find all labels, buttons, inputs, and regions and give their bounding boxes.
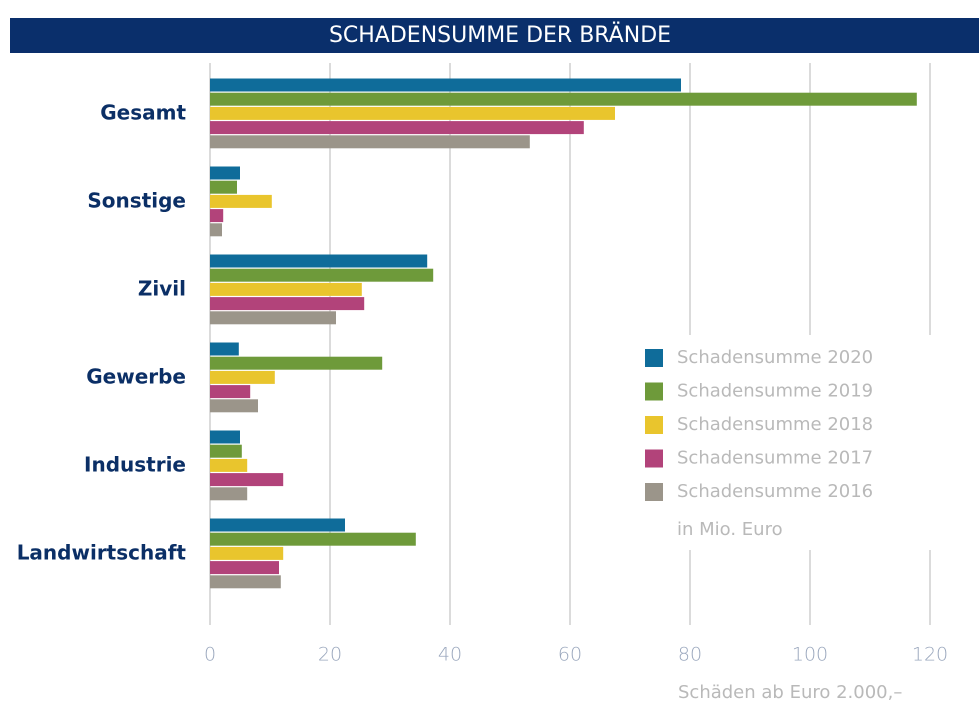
- bar: [210, 532, 416, 546]
- category-label: Industrie: [84, 453, 186, 477]
- legend-swatch: [645, 382, 663, 401]
- bar: [210, 561, 279, 575]
- legend-label: Schadensumme 2019: [677, 381, 873, 402]
- category-label: Zivil: [138, 277, 186, 301]
- legend-swatch: [645, 349, 663, 367]
- bar: [210, 194, 272, 208]
- bar: [210, 458, 248, 472]
- legend-label: Schadensumme 2016: [677, 481, 873, 502]
- bar: [210, 399, 258, 413]
- category-label: Gewerbe: [86, 365, 186, 389]
- legend-swatch: [645, 416, 663, 434]
- chart-title: SCHADENSUMME DER BRÄNDE: [329, 22, 671, 48]
- category-label: Gesamt: [100, 101, 186, 125]
- bar: [210, 430, 240, 444]
- x-tick-label: 20: [318, 644, 342, 666]
- x-tick-label: 60: [558, 644, 582, 666]
- legend-label: Schadensumme 2018: [677, 414, 873, 435]
- bar: [210, 575, 281, 589]
- bar: [210, 223, 222, 237]
- title-bar: [10, 18, 979, 53]
- bar: [210, 180, 237, 194]
- bar: [210, 473, 284, 487]
- bar: [210, 254, 428, 268]
- legend-background: [630, 335, 950, 550]
- bar: [210, 444, 242, 458]
- legend-label: Schadensumme 2017: [677, 448, 873, 469]
- bar: [210, 166, 240, 180]
- bar: [210, 518, 345, 532]
- bar: [210, 268, 434, 282]
- x-tick-label: 40: [438, 644, 462, 666]
- bar: [210, 209, 224, 223]
- legend-swatch: [645, 483, 663, 501]
- category-label: Landwirtschaft: [17, 541, 187, 565]
- legend-label: Schadensumme 2020: [677, 347, 873, 368]
- category-label: Sonstige: [87, 189, 186, 213]
- legend-swatch: [645, 449, 663, 468]
- bar: [210, 78, 681, 92]
- bar: [210, 92, 917, 106]
- bar: [210, 356, 383, 370]
- bar: [210, 546, 284, 560]
- bar: [210, 297, 365, 311]
- x-tick-label: 120: [912, 644, 948, 666]
- bar: [210, 282, 362, 296]
- bar: [210, 106, 615, 120]
- bar: [210, 135, 530, 149]
- bar: [210, 121, 584, 135]
- footnote: Schäden ab Euro 2.000,–: [678, 682, 902, 703]
- bar: [210, 487, 248, 501]
- x-tick-label: 0: [204, 644, 216, 666]
- unit-note: in Mio. Euro: [677, 519, 783, 540]
- bar: [210, 370, 275, 384]
- x-tick-label: 80: [678, 644, 702, 666]
- bar: [210, 342, 239, 356]
- bar: [210, 311, 336, 325]
- bar: [210, 385, 251, 399]
- x-tick-label: 100: [792, 644, 828, 666]
